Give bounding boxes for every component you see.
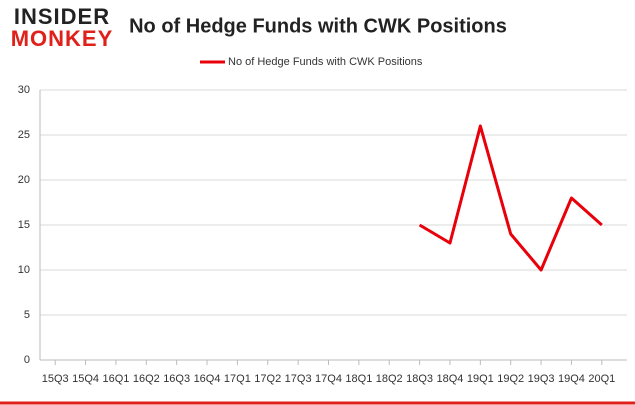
y-tick-label: 30 <box>18 84 30 96</box>
x-tick-label: 18Q1 <box>345 373 372 385</box>
y-tick-label: 0 <box>24 354 30 366</box>
x-tick-label: 17Q2 <box>254 373 281 385</box>
y-tick-label: 5 <box>24 309 30 321</box>
x-tick-label: 19Q2 <box>497 373 524 385</box>
x-tick-label: 15Q3 <box>42 373 69 385</box>
logo-top: INSIDER <box>14 4 110 29</box>
x-tick-label: 17Q4 <box>315 373 342 385</box>
y-tick-label: 20 <box>18 174 30 186</box>
y-tick-label: 25 <box>18 129 30 141</box>
x-tick-label: 16Q1 <box>102 373 129 385</box>
x-tick-label: 16Q2 <box>133 373 160 385</box>
x-tick-label: 17Q3 <box>285 373 312 385</box>
x-tick-label: 18Q3 <box>406 373 433 385</box>
x-tick-label: 19Q1 <box>467 373 494 385</box>
chart-title: No of Hedge Funds with CWK Positions <box>129 15 507 37</box>
x-tick-label: 19Q3 <box>528 373 555 385</box>
y-tick-label: 15 <box>18 219 30 231</box>
x-tick-label: 16Q4 <box>194 373 221 385</box>
x-tick-label: 18Q4 <box>437 373 464 385</box>
legend-label: No of Hedge Funds with CWK Positions <box>228 56 423 68</box>
x-tick-label: 17Q1 <box>224 373 251 385</box>
x-tick-label: 18Q2 <box>376 373 403 385</box>
logo-bottom: MONKEY <box>11 26 114 51</box>
x-tick-label: 20Q1 <box>588 373 615 385</box>
y-tick-label: 10 <box>18 264 30 276</box>
x-tick-label: 19Q4 <box>558 373 585 385</box>
x-tick-label: 16Q3 <box>163 373 190 385</box>
x-tick-label: 15Q4 <box>72 373 99 385</box>
data-line <box>418 124 603 272</box>
